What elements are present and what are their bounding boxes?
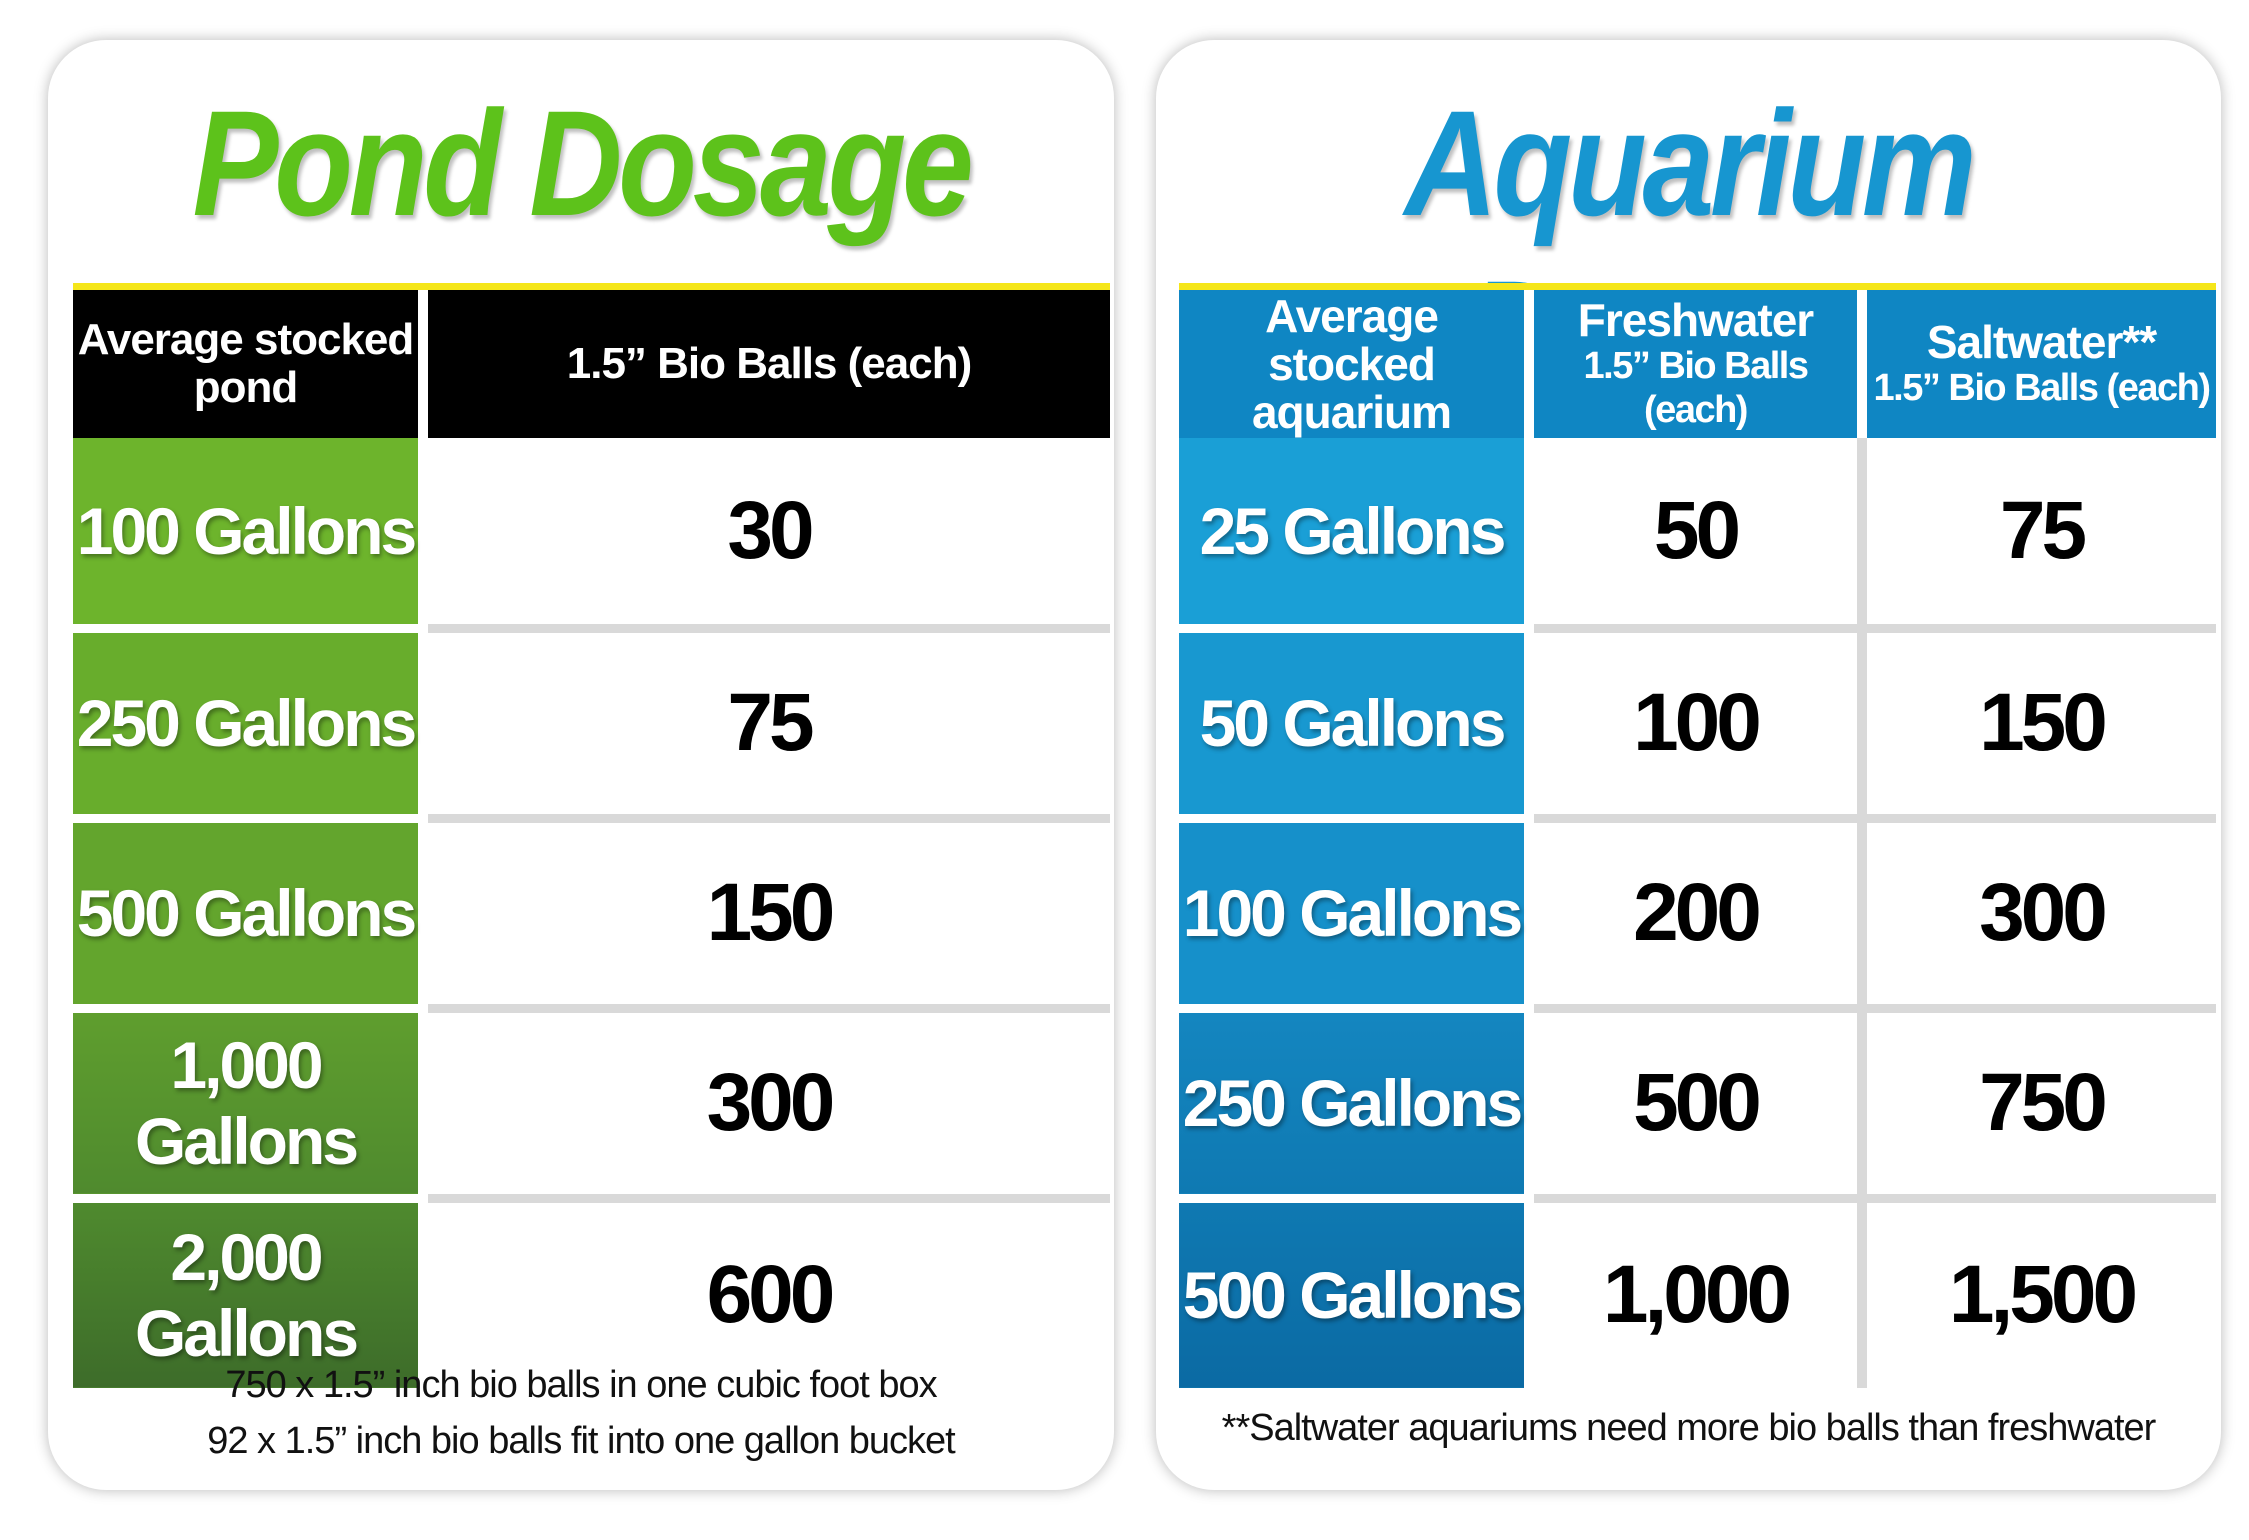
aquarium-header-freshwater-sub: 1.5” Bio Balls (each) xyxy=(1583,345,1809,431)
pond-row-label: 500 Gallons xyxy=(73,813,423,1008)
table-row: 25 Gallons 50 75 xyxy=(1179,438,2216,628)
table-row: 1,000 Gallons 300 xyxy=(73,1003,1110,1198)
aquarium-dosage-card: Aquarium Dosage Average stocked aquarium… xyxy=(1156,40,2221,1490)
aquarium-row-label: 25 Gallons xyxy=(1179,438,1529,628)
aquarium-row-salt: 75 xyxy=(1857,438,2216,628)
aquarium-footnote: **Saltwater aquariums need more bio ball… xyxy=(1221,1407,2157,1449)
pond-dosage-card: Pond Dosage Average stocked pond 1.5” Bi… xyxy=(48,40,1114,1490)
aquarium-header-freshwater: Freshwater 1.5” Bio Balls (each) xyxy=(1524,290,1862,438)
pond-footnotes: 750 x 1.5” inch bio balls in one cubic f… xyxy=(48,1357,1114,1469)
aquarium-row-salt: 300 xyxy=(1857,813,2216,1008)
aquarium-row-label: 100 Gallons xyxy=(1179,813,1529,1008)
pond-title: Pond Dosage xyxy=(192,79,974,247)
aquarium-row-salt: 1,500 xyxy=(1857,1193,2216,1388)
pond-row-value: 75 xyxy=(418,623,1110,818)
aquarium-row-label: 500 Gallons xyxy=(1179,1193,1529,1388)
aquarium-header-freshwater-title: Freshwater xyxy=(1577,294,1814,346)
table-row: 500 Gallons 150 xyxy=(73,813,1110,1008)
aquarium-header-saltwater-sub: 1.5” Bio Balls (each) xyxy=(1873,367,2211,409)
pond-dosage-table: Average stocked pond 1.5” Bio Balls (eac… xyxy=(73,290,1110,1388)
table-row: 50 Gallons 100 150 xyxy=(1179,623,2216,818)
table-row: 2,000 Gallons 600 xyxy=(73,1193,1110,1388)
aquarium-row-fresh: 200 xyxy=(1524,813,1862,1008)
pond-title-rule xyxy=(73,283,1110,290)
pond-footnote-bucket: 92 x 1.5” inch bio balls fit into one ga… xyxy=(207,1420,956,1462)
aquarium-title-rule xyxy=(1179,283,2216,290)
aquarium-row-label: 250 Gallons xyxy=(1179,1003,1529,1198)
aquarium-header-size-line2: aquarium xyxy=(1251,386,1452,438)
pond-row-label: 250 Gallons xyxy=(73,623,423,818)
aquarium-row-fresh: 50 xyxy=(1524,438,1862,628)
aquarium-header-row: Average stocked aquarium Freshwater 1.5”… xyxy=(1179,290,2216,438)
aquarium-header-size-line1: Average stocked xyxy=(1265,290,1439,390)
table-row: 100 Gallons 200 300 xyxy=(1179,813,2216,1008)
pond-row-value: 30 xyxy=(418,438,1110,628)
pond-header-bioballs: 1.5” Bio Balls (each) xyxy=(418,290,1110,438)
table-row: 250 Gallons 75 xyxy=(73,623,1110,818)
pond-row-value: 150 xyxy=(418,813,1110,1008)
pond-header-size: Average stocked pond xyxy=(73,290,423,438)
table-row: 500 Gallons 1,000 1,500 xyxy=(1179,1193,2216,1388)
table-row: 100 Gallons 30 xyxy=(73,438,1110,628)
pond-row-label: 2,000 Gallons xyxy=(73,1193,423,1388)
pond-row-label: 100 Gallons xyxy=(73,438,423,628)
pond-header-row: Average stocked pond 1.5” Bio Balls (eac… xyxy=(73,290,1110,438)
pond-footnote-box: 750 x 1.5” inch bio balls in one cubic f… xyxy=(225,1364,937,1406)
aquarium-row-salt: 750 xyxy=(1857,1003,2216,1198)
aquarium-row-fresh: 1,000 xyxy=(1524,1193,1862,1388)
aquarium-header-saltwater: Saltwater** 1.5” Bio Balls (each) xyxy=(1857,290,2216,438)
aquarium-header-size: Average stocked aquarium xyxy=(1179,290,1529,438)
aquarium-row-fresh: 100 xyxy=(1524,623,1862,818)
aquarium-dosage-table: Average stocked aquarium Freshwater 1.5”… xyxy=(1179,290,2216,1388)
pond-row-value: 600 xyxy=(418,1193,1110,1388)
aquarium-row-salt: 150 xyxy=(1857,623,2216,818)
aquarium-header-saltwater-title: Saltwater** xyxy=(1926,316,2157,368)
table-row: 250 Gallons 500 750 xyxy=(1179,1003,2216,1198)
aquarium-row-label: 50 Gallons xyxy=(1179,623,1529,818)
pond-row-label: 1,000 Gallons xyxy=(73,1003,423,1198)
aquarium-row-fresh: 500 xyxy=(1524,1003,1862,1198)
pond-row-value: 300 xyxy=(418,1003,1110,1198)
